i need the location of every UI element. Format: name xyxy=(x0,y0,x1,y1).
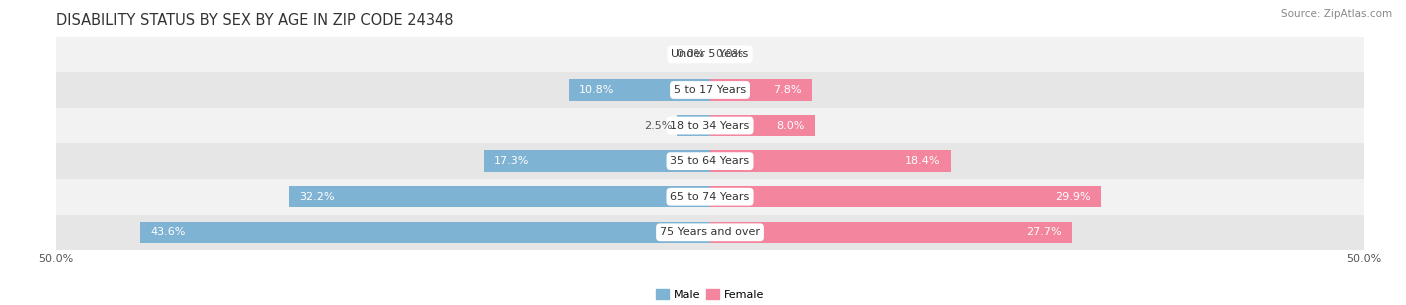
Text: Source: ZipAtlas.com: Source: ZipAtlas.com xyxy=(1281,9,1392,19)
Text: 18 to 34 Years: 18 to 34 Years xyxy=(671,120,749,131)
Text: 7.8%: 7.8% xyxy=(773,85,801,95)
Bar xyxy=(710,79,813,101)
Text: 75 Years and over: 75 Years and over xyxy=(659,227,761,237)
Text: 0.0%: 0.0% xyxy=(676,49,704,59)
Text: 8.0%: 8.0% xyxy=(776,120,804,131)
Bar xyxy=(56,108,1364,143)
Text: 10.8%: 10.8% xyxy=(579,85,614,95)
Text: 65 to 74 Years: 65 to 74 Years xyxy=(671,192,749,202)
Text: 32.2%: 32.2% xyxy=(299,192,335,202)
Bar xyxy=(141,222,710,243)
Bar xyxy=(710,186,1101,207)
Text: 2.5%: 2.5% xyxy=(644,120,672,131)
Text: 27.7%: 27.7% xyxy=(1026,227,1062,237)
Bar xyxy=(56,143,1364,179)
Bar xyxy=(290,186,710,207)
Bar xyxy=(678,115,710,136)
Text: 5 to 17 Years: 5 to 17 Years xyxy=(673,85,747,95)
Bar xyxy=(710,222,1073,243)
Bar xyxy=(569,79,710,101)
Text: 18.4%: 18.4% xyxy=(904,156,941,166)
Text: Under 5 Years: Under 5 Years xyxy=(672,49,748,59)
Bar xyxy=(56,214,1364,250)
Bar xyxy=(710,115,814,136)
Legend: Male, Female: Male, Female xyxy=(651,285,769,304)
Bar xyxy=(56,179,1364,214)
Text: 0.0%: 0.0% xyxy=(716,49,744,59)
Bar xyxy=(56,37,1364,72)
Text: DISABILITY STATUS BY SEX BY AGE IN ZIP CODE 24348: DISABILITY STATUS BY SEX BY AGE IN ZIP C… xyxy=(56,13,454,28)
Bar xyxy=(56,72,1364,108)
Text: 29.9%: 29.9% xyxy=(1054,192,1091,202)
Bar xyxy=(484,150,710,172)
Bar xyxy=(710,150,950,172)
Text: 35 to 64 Years: 35 to 64 Years xyxy=(671,156,749,166)
Text: 43.6%: 43.6% xyxy=(150,227,186,237)
Text: 17.3%: 17.3% xyxy=(495,156,530,166)
